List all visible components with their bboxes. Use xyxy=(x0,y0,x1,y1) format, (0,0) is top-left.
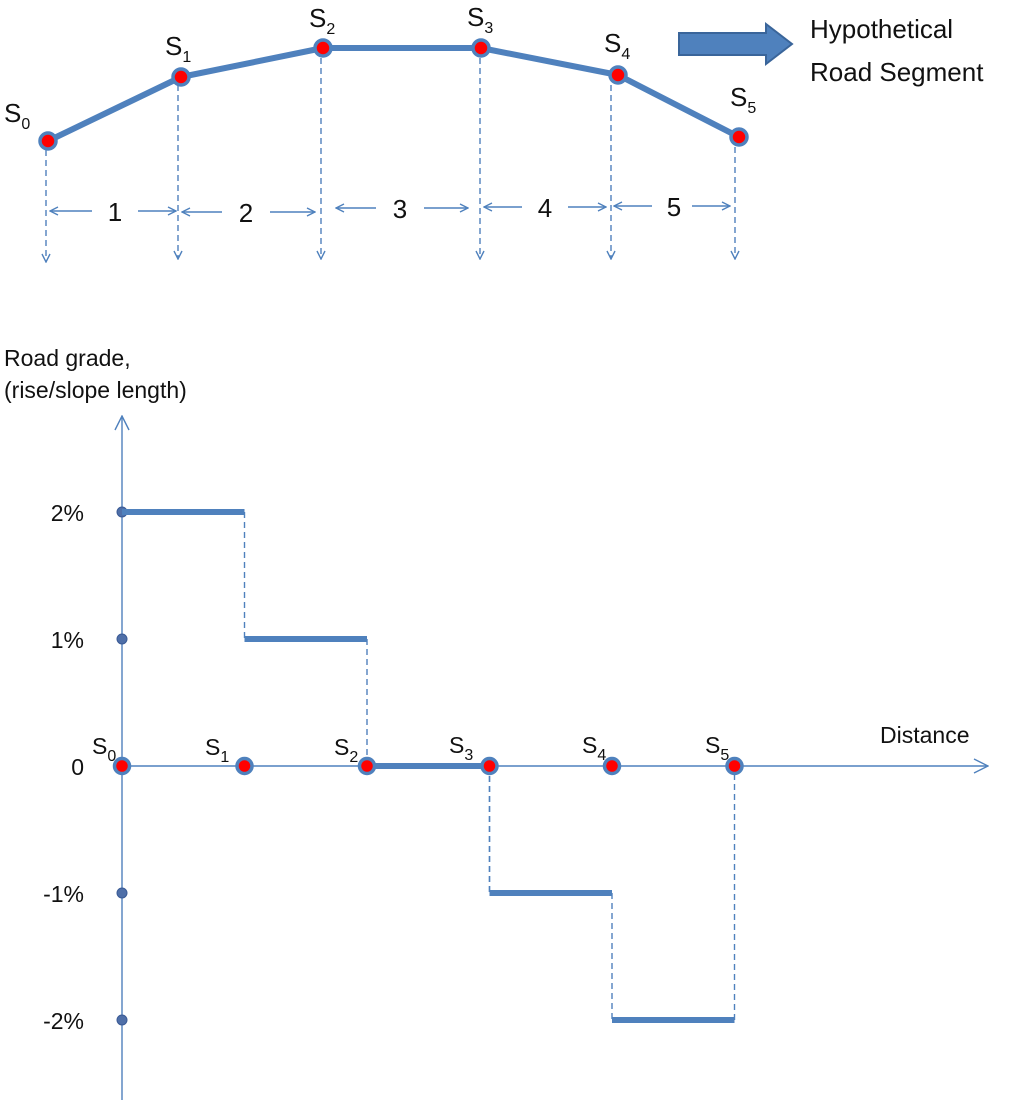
grade-station-label-s0: S0 xyxy=(92,733,116,765)
y-tick-dot xyxy=(116,1014,128,1026)
drop-lines xyxy=(46,58,735,262)
y-tick-dot xyxy=(116,633,128,645)
arrow-label-line1: Hypothetical xyxy=(810,14,953,44)
grade-station-label-s5: S5 xyxy=(705,732,729,764)
road-station-label-s5: S5 xyxy=(730,82,756,117)
road-node-s2 xyxy=(313,38,333,58)
grade-station-label-s1: S1 xyxy=(205,734,229,766)
segment-label-2: 2 xyxy=(239,198,253,228)
grade-node-s0 xyxy=(112,756,132,776)
road-node-s1 xyxy=(171,67,191,87)
y-ticks: 2% 1% 0 -1% -2% xyxy=(43,500,128,1034)
y-tick-label: -2% xyxy=(43,1008,84,1034)
grade-node-s3 xyxy=(480,756,499,776)
grade-station-label-s4: S4 xyxy=(582,732,606,764)
grade-node-s2 xyxy=(357,756,377,776)
road-profile: 1 2 3 4 5 S0 S1 S2 xyxy=(4,2,984,262)
road-line xyxy=(45,45,742,144)
segment-dimensions: 1 2 3 4 5 xyxy=(50,192,730,228)
road-station-label-s3: S3 xyxy=(467,2,493,37)
grade-node-s5 xyxy=(725,756,744,776)
arrow-label-line2: Road Segment xyxy=(810,57,984,87)
x-axis-label: Distance xyxy=(880,722,969,748)
road-station-labels: S0 S1 S2 S3 S4 S5 xyxy=(4,2,756,133)
grade-node-s1 xyxy=(235,756,254,776)
segment-label-3: 3 xyxy=(393,194,407,224)
road-station-label-s1: S1 xyxy=(165,31,191,66)
grade-lines xyxy=(122,509,736,1023)
road-station-label-s4: S4 xyxy=(604,28,630,63)
road-node-s5 xyxy=(729,127,749,147)
y-tick-label: 0 xyxy=(71,754,84,780)
segment-label-5: 5 xyxy=(667,192,681,222)
grade-station-label-s3: S3 xyxy=(449,732,473,764)
y-axis-label-line1: Road grade, xyxy=(4,345,131,371)
grade-node-s4 xyxy=(602,756,622,776)
grade-station-label-s2: S2 xyxy=(334,734,358,766)
road-station-label-s2: S2 xyxy=(309,3,335,38)
y-tick-label: 2% xyxy=(51,500,84,526)
road-nodes xyxy=(38,38,749,151)
road-node-s0 xyxy=(38,131,58,151)
y-axis-label-line2: (rise/slope length) xyxy=(4,377,187,403)
segment-label-4: 4 xyxy=(538,193,552,223)
grade-station-labels: S0 S1 S2 S3 S4 S5 xyxy=(92,732,729,766)
road-station-label-s0: S0 xyxy=(4,98,30,133)
grade-nodes xyxy=(112,756,744,776)
y-tick-label: -1% xyxy=(43,881,84,907)
segment-label-1: 1 xyxy=(108,197,122,227)
road-node-s4 xyxy=(608,65,628,85)
road-node-s3 xyxy=(471,38,491,58)
y-tick-dot xyxy=(116,887,128,899)
block-arrow-icon xyxy=(678,21,794,67)
grade-chart: Road grade, (rise/slope length) Distance… xyxy=(4,345,988,1100)
y-tick-label: 1% xyxy=(51,627,84,653)
